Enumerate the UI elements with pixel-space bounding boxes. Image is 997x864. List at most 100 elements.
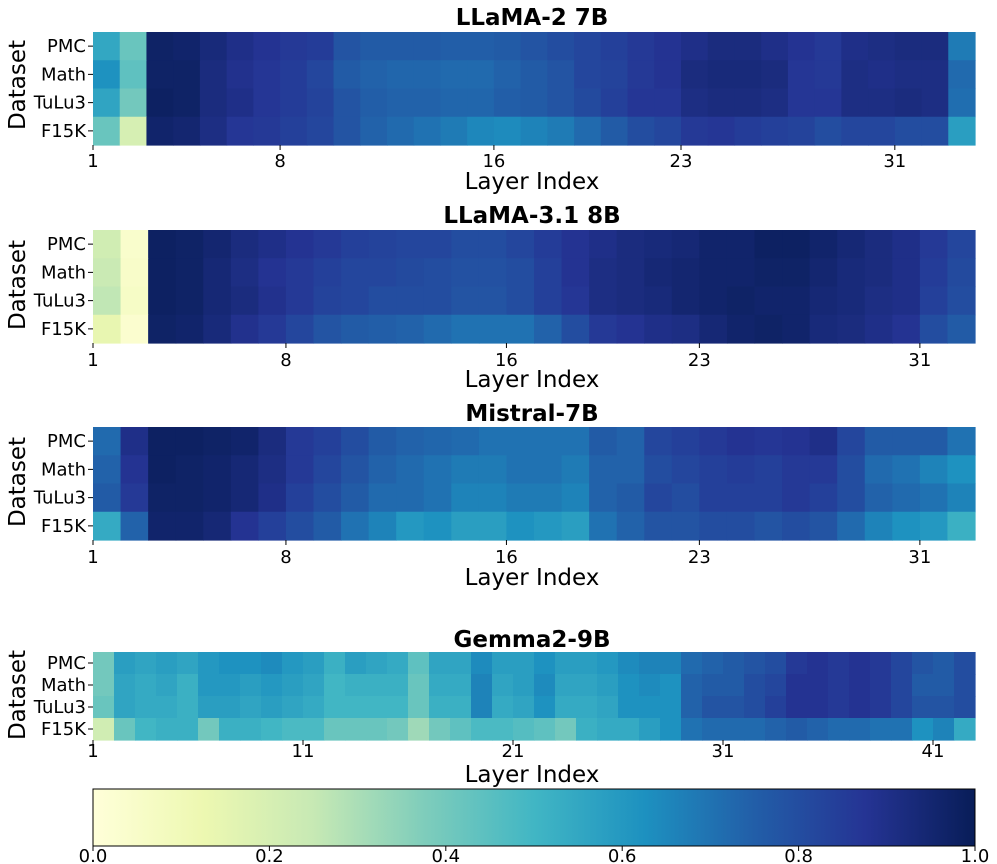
heatmap-cell: [478, 258, 508, 288]
heatmap-cell: [280, 88, 308, 118]
heatmap-cell: [786, 718, 808, 741]
panel-title: LLaMA-2 7B: [456, 5, 609, 31]
heatmap-cell: [807, 718, 829, 741]
heatmap-cell: [333, 60, 361, 90]
heatmap-cell: [597, 696, 619, 719]
heatmap-cell: [467, 88, 495, 118]
heatmap-cell: [285, 286, 315, 316]
heatmap-cell: [114, 652, 136, 675]
heatmap-cell: [261, 652, 283, 675]
heatmap-cell: [313, 314, 342, 344]
heatmap-cell: [561, 427, 590, 456]
heatmap-cell: [744, 718, 766, 741]
heatmap-cell: [173, 32, 201, 61]
heatmap-cell: [660, 718, 682, 741]
heatmap-cell: [947, 427, 976, 456]
heatmap-cell: [809, 258, 838, 288]
heatmap-cell: [534, 696, 556, 719]
heatmap-cell: [429, 696, 451, 719]
heatmap-cell: [148, 230, 177, 259]
heatmap-cell: [396, 455, 425, 485]
heatmap-cell: [413, 88, 442, 118]
heatmap-cell: [450, 674, 472, 697]
heatmap-cell: [868, 32, 896, 61]
heatmap-cell: [807, 674, 829, 697]
heatmap-cell: [177, 674, 199, 697]
heatmap-cell: [919, 230, 949, 259]
heatmap-cell: [146, 116, 174, 146]
heatmap-cell: [366, 718, 388, 741]
heatmap-cell: [809, 230, 838, 259]
x-tick-label: 16: [495, 350, 518, 371]
heatmap-cell: [616, 286, 645, 316]
heatmap-cell: [837, 483, 866, 513]
heatmap-cell: [681, 88, 709, 118]
heatmap-cell: [230, 314, 259, 344]
heatmap-cell: [618, 674, 640, 697]
heatmap-cell: [285, 483, 315, 513]
heatmap-cell: [912, 652, 934, 675]
heatmap-cell: [841, 88, 869, 118]
heatmap-cell: [589, 286, 618, 316]
heatmap-cell: [870, 652, 892, 675]
heatmap-cell: [387, 116, 415, 146]
heatmap-cell: [366, 652, 388, 675]
heatmap-cell: [837, 230, 866, 259]
heatmap-cell: [306, 32, 335, 61]
heatmap-cell: [219, 674, 241, 697]
heatmap-cell: [93, 116, 121, 146]
heatmap-cell: [726, 314, 756, 344]
heatmap-cell: [954, 718, 976, 741]
heatmap-cell: [423, 314, 452, 344]
heatmap-cell: [660, 652, 682, 675]
heatmap-cell: [723, 674, 745, 697]
heatmap-cell: [947, 230, 976, 259]
heatmap-cell: [576, 696, 598, 719]
heatmap-cell: [135, 696, 157, 719]
heatmap-cell: [387, 32, 415, 61]
heatmap-cell: [837, 455, 866, 485]
heatmap-cell: [423, 483, 452, 513]
heatmap-cell: [681, 32, 709, 61]
heatmap-cell: [681, 652, 703, 675]
heatmap-cell: [837, 511, 866, 541]
heatmap-cell: [493, 32, 522, 61]
heatmap-cell: [555, 718, 577, 741]
heatmap-cell: [892, 286, 921, 316]
heatmap-cell: [258, 455, 287, 485]
heatmap-cell: [654, 116, 682, 146]
heatmap-cell: [313, 511, 342, 541]
heatmap-cell: [387, 652, 409, 675]
colorbar-tick-label: 0.2: [255, 846, 284, 864]
heatmap-cell: [148, 258, 177, 288]
heatmap-cell: [285, 427, 315, 456]
heatmap-cell: [589, 314, 618, 344]
heatmap-cell: [644, 427, 673, 456]
heatmap-cell: [306, 116, 335, 146]
heatmap-cell: [616, 455, 645, 485]
y-tick-label: TuLu3: [33, 291, 86, 312]
heatmap-cell: [313, 427, 342, 456]
heatmap-cell: [226, 60, 254, 90]
heatmap-cell: [199, 88, 228, 118]
heatmap-cell: [345, 674, 367, 697]
heatmap-cell: [258, 511, 287, 541]
heatmap-cell: [451, 314, 480, 344]
heatmap-cell: [600, 32, 629, 61]
heatmap-cell: [782, 455, 811, 485]
heatmap-cell: [761, 60, 789, 90]
heatmap-cell: [148, 483, 177, 513]
heatmap-cell: [534, 258, 563, 288]
heatmap-cell: [734, 60, 762, 90]
heatmap-cell: [413, 60, 442, 90]
heatmap-cell: [467, 32, 495, 61]
heatmap-cell: [534, 652, 556, 675]
heatmap-cell: [726, 483, 756, 513]
heatmap-cell: [561, 455, 590, 485]
heatmap-cell: [919, 455, 949, 485]
heatmap-cell: [440, 116, 468, 146]
heatmap-cell: [726, 286, 756, 316]
heatmap-cell: [396, 427, 425, 456]
heatmap-cell: [828, 718, 850, 741]
